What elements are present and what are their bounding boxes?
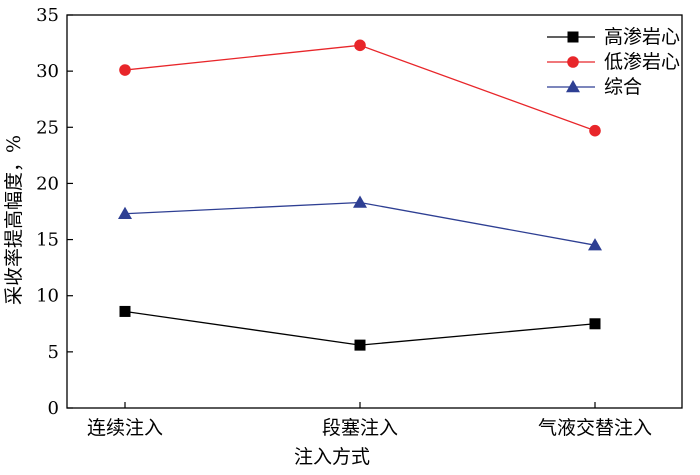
y-tick-label: 0	[48, 398, 59, 419]
series-square	[119, 305, 601, 351]
data-point	[567, 31, 579, 43]
x-tick-label: 气液交替注入	[538, 417, 652, 439]
data-point	[119, 64, 131, 76]
data-point	[118, 206, 132, 219]
x-axis-label: 注入方式	[294, 446, 370, 468]
legend-item: 低渗岩心	[547, 51, 680, 73]
y-axis-label: 采收率提高幅度，%	[3, 135, 25, 305]
data-point	[589, 318, 601, 330]
data-point	[566, 80, 580, 93]
data-point	[353, 195, 367, 208]
y-tick-label: 5	[48, 342, 59, 363]
y-tick-label: 35	[36, 5, 59, 26]
series-circle	[119, 39, 601, 137]
x-tick-label: 连续注入	[87, 417, 163, 439]
series-triangle	[118, 195, 602, 251]
legend-label: 综合	[604, 76, 642, 98]
plot-frame	[66, 14, 683, 409]
axes: 0 5 10 15 20 25 30 35 连续注入 段塞注入 气液交替注入	[36, 5, 683, 439]
y-tick-label: 20	[36, 173, 59, 194]
series-line	[124, 201, 596, 246]
y-tick-label: 25	[36, 117, 59, 138]
series-line	[124, 44, 596, 132]
x-tick-label: 段塞注入	[322, 417, 398, 439]
y-tick-label: 30	[36, 61, 59, 82]
data-point	[589, 124, 601, 137]
y-tick-label: 10	[36, 286, 59, 307]
series-layer	[118, 39, 602, 351]
data-point	[354, 339, 366, 351]
legend-label: 高渗岩心	[604, 26, 680, 48]
y-tick-label: 15	[36, 230, 59, 251]
data-point	[567, 56, 579, 68]
data-point	[354, 39, 366, 52]
legend-label: 低渗岩心	[604, 51, 680, 73]
legend-item: 高渗岩心	[547, 26, 680, 48]
data-point	[119, 305, 131, 317]
data-point	[588, 238, 602, 251]
legend-item: 综合	[547, 76, 642, 98]
